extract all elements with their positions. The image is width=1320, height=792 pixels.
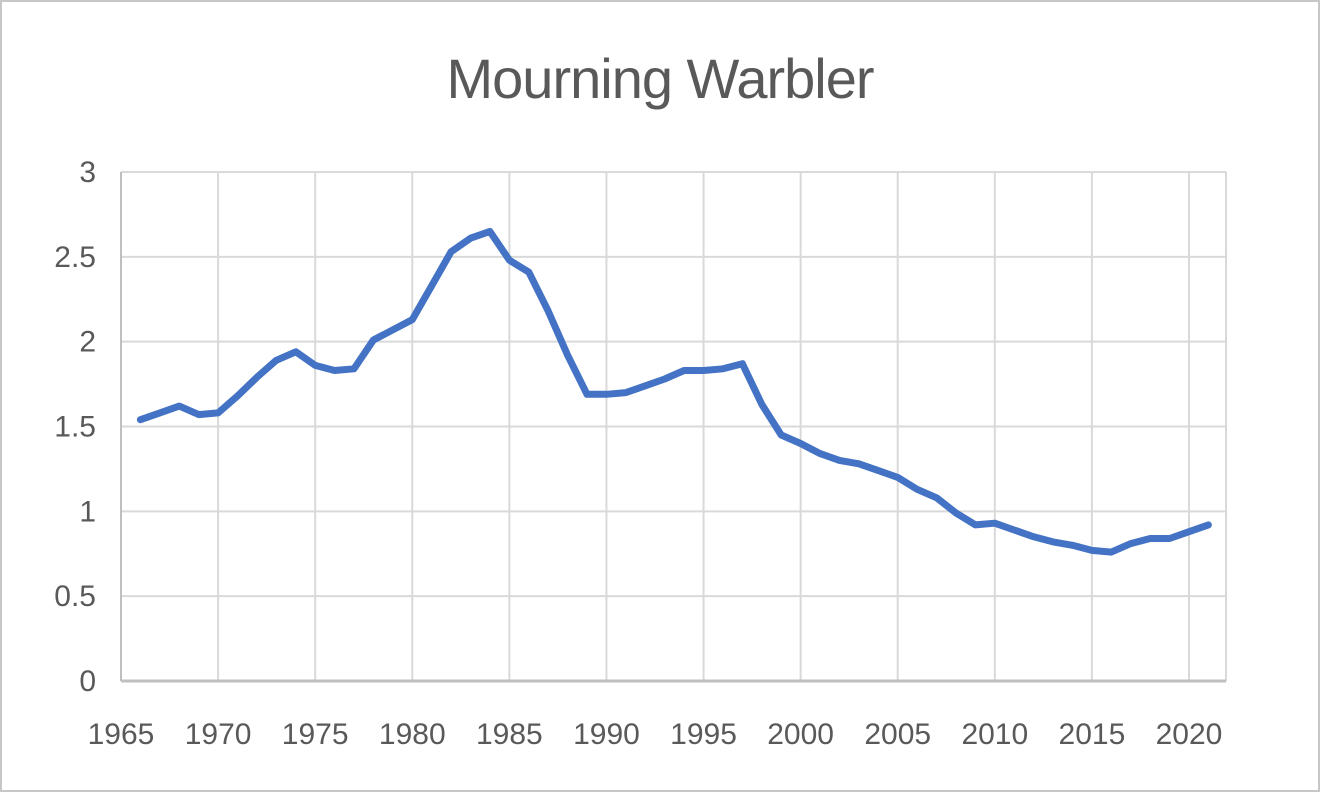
y-tick-label: 1.5	[54, 411, 96, 444]
x-tick-label: 2015	[1059, 718, 1126, 751]
x-tick-label: 1985	[476, 718, 543, 751]
x-tick-label: 2020	[1156, 718, 1223, 751]
x-tick-label: 1990	[573, 718, 640, 751]
data-series-line	[136, 227, 1212, 556]
x-tick-label: 2005	[864, 718, 931, 751]
y-tick-label: 2.5	[54, 241, 96, 274]
y-tick-label: 1	[79, 495, 96, 528]
x-tick-label: 1970	[185, 718, 252, 751]
x-tick-label: 2010	[961, 718, 1028, 751]
x-tick-label: 2000	[767, 718, 834, 751]
x-tick-label: 1980	[379, 718, 446, 751]
x-tick-label: 1965	[88, 718, 155, 751]
y-tick-label: 3	[79, 156, 96, 189]
y-tick-label: 0	[79, 665, 96, 698]
y-tick-label: 2	[79, 326, 96, 359]
x-tick-label: 1995	[670, 718, 737, 751]
x-tick-label: 1975	[282, 718, 349, 751]
y-tick-label: 0.5	[54, 580, 96, 613]
